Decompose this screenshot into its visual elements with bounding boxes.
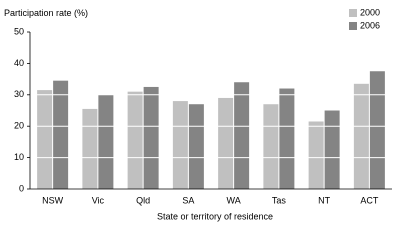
legend-swatch [349, 9, 357, 17]
y-tick-label: 20 [14, 121, 24, 131]
x-tick-label: SA [182, 195, 194, 205]
bar [324, 110, 340, 189]
legend-swatch [349, 22, 357, 30]
x-tick-label: Qld [136, 195, 150, 205]
bar [82, 108, 98, 189]
y-tick-label: 10 [14, 152, 24, 162]
bar [37, 90, 53, 189]
x-tick-label: NT [318, 195, 330, 205]
x-tick-label: NSW [42, 195, 64, 205]
bar [127, 91, 143, 189]
bar [53, 80, 69, 189]
legend-label: 2000 [360, 7, 380, 17]
x-tick-label: Tas [272, 195, 287, 205]
bar [308, 121, 324, 189]
bar [279, 88, 295, 189]
y-axis-label: Participation rate (%) [3, 8, 89, 18]
y-tick-label: 0 [19, 183, 24, 193]
chart-container: State or territory of residence 0 10 20 30 4… [3, 7, 392, 221]
chart: State or territory of residence 0 10 20 30 4… [14, 7, 392, 221]
bar [143, 86, 159, 189]
bar [218, 97, 234, 189]
x-tick-label: WA [227, 195, 241, 205]
bar [188, 104, 204, 189]
y-tick-label: 50 [14, 26, 24, 36]
bar [369, 71, 385, 189]
x-tick-label: ACT [360, 195, 379, 205]
bar [234, 82, 250, 189]
bar [353, 83, 369, 189]
x-tick-label: Vic [92, 195, 105, 205]
bar [172, 101, 188, 189]
y-tick-label: 30 [14, 89, 24, 99]
y-tick-label: 40 [14, 58, 24, 68]
bar [98, 94, 114, 189]
legend-label: 2006 [360, 20, 380, 30]
x-axis-label: State or territory of residence [157, 211, 273, 221]
bar [263, 104, 279, 189]
